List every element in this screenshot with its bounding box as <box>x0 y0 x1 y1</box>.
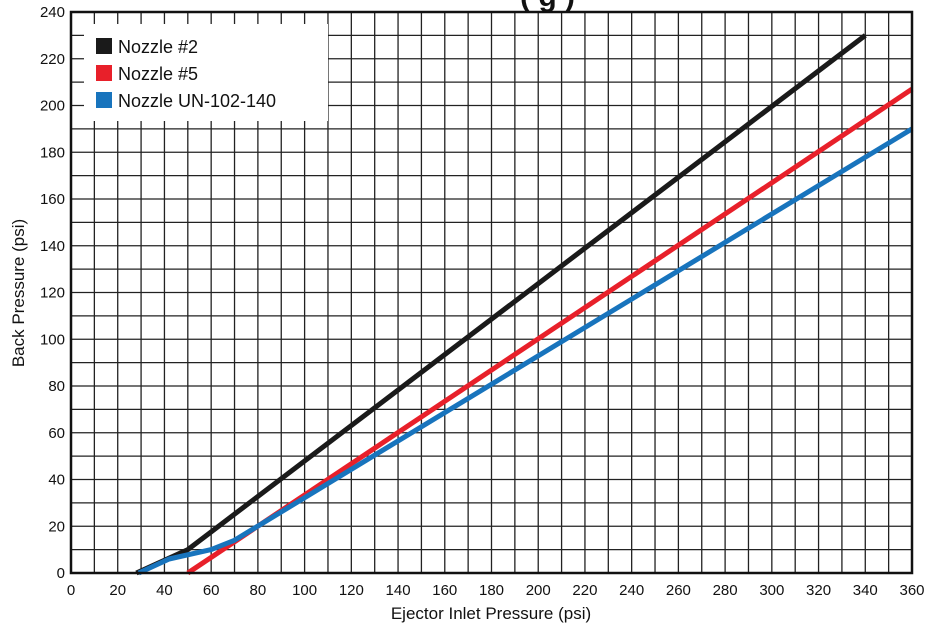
y-axis-label: Back Pressure (psi) <box>9 219 28 367</box>
x-tick-label: 200 <box>526 582 551 599</box>
legend-swatch <box>96 38 112 54</box>
x-axis-ticks: 0 20 40 60 80 100 120 140 160 180 200 220 240 260 280 3… <box>67 582 925 599</box>
legend-entry-label: Nozzle #2 <box>118 37 198 57</box>
y-tick-label: 80 <box>48 378 65 395</box>
legend-box <box>84 24 328 121</box>
chart-title: ( g ) <box>520 0 575 13</box>
x-tick-label: 100 <box>292 582 317 599</box>
legend-entry-label: Nozzle UN-102-140 <box>118 91 276 111</box>
x-tick-label: 300 <box>759 582 784 599</box>
y-tick-label: 140 <box>40 238 65 255</box>
x-tick-label: 220 <box>572 582 597 599</box>
y-tick-label: 200 <box>40 98 65 115</box>
y-tick-label: 20 <box>48 518 65 535</box>
x-tick-label: 120 <box>339 582 364 599</box>
y-tick-label: 40 <box>48 472 65 489</box>
x-tick-label: 140 <box>386 582 411 599</box>
x-tick-label: 320 <box>806 582 831 599</box>
x-axis-label: Ejector Inlet Pressure (psi) <box>391 604 591 623</box>
x-tick-label: 160 <box>432 582 457 599</box>
x-tick-label: 80 <box>250 582 267 599</box>
legend: Nozzle #2 Nozzle #5 Nozzle UN-102-140 <box>84 24 328 121</box>
legend-entry-label: Nozzle #5 <box>118 64 198 84</box>
x-tick-label: 20 <box>109 582 126 599</box>
x-tick-label: 60 <box>203 582 220 599</box>
series-line-3 <box>137 126 914 576</box>
x-tick-label: 40 <box>156 582 173 599</box>
y-tick-label: 60 <box>48 425 65 442</box>
y-tick-label: 120 <box>40 285 65 302</box>
x-tick-label: 180 <box>479 582 504 599</box>
series-lines <box>135 33 914 576</box>
x-tick-label: 260 <box>666 582 691 599</box>
x-tick-label: 340 <box>853 582 878 599</box>
y-axis-ticks: 0 20 40 60 80 100 120 140 160 180 200 220 240 <box>40 4 65 582</box>
legend-swatch <box>96 65 112 81</box>
y-tick-label: 220 <box>40 51 65 68</box>
y-tick-label: 180 <box>40 144 65 161</box>
y-tick-label: 240 <box>40 4 65 21</box>
legend-swatch <box>96 92 112 108</box>
x-tick-label: 280 <box>713 582 738 599</box>
y-tick-label: 0 <box>57 565 65 582</box>
y-tick-label: 100 <box>40 331 65 348</box>
plot-frame <box>69 10 914 575</box>
x-tick-label: 360 <box>899 582 924 599</box>
x-tick-label: 0 <box>67 582 75 599</box>
series-line-2 <box>186 87 914 576</box>
y-tick-label: 160 <box>40 191 65 208</box>
x-tick-label: 240 <box>619 582 644 599</box>
